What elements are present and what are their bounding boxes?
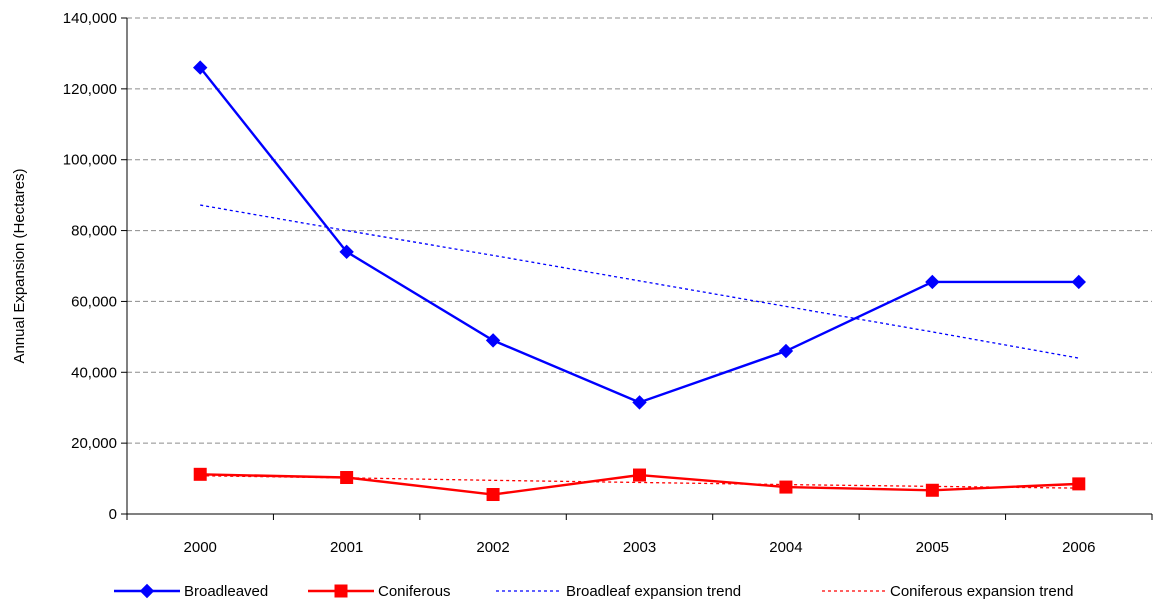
x-tick-label: 2006 — [1062, 539, 1095, 556]
data-point-square — [925, 483, 939, 497]
data-point-square — [193, 467, 207, 481]
y-tick-label: 140,000 — [63, 10, 117, 27]
data-point-diamond — [485, 333, 501, 348]
data-point-diamond — [339, 244, 354, 260]
legend-item: Coniferous expansion trend — [822, 583, 1073, 600]
y-tick-label: 100,000 — [63, 152, 117, 169]
data-point-diamond — [1071, 274, 1086, 290]
data-point-diamond — [139, 583, 155, 599]
legend-label: Broadleaved — [184, 583, 268, 600]
series-layer — [193, 60, 1086, 502]
series-broadleaf-expansion-trend — [200, 204, 1079, 359]
data-point-square — [779, 480, 793, 494]
x-tick-label: 2002 — [476, 539, 509, 556]
x-tick-label: 2001 — [330, 539, 363, 556]
legend-item: Coniferous — [308, 583, 451, 600]
data-point-square — [1072, 477, 1086, 491]
y-tick-label: 60,000 — [71, 293, 117, 310]
trend-line — [200, 204, 1079, 359]
data-point-square — [340, 471, 354, 485]
data-point-diamond — [925, 274, 940, 290]
series-broadleaved — [193, 60, 1086, 410]
series-coniferous — [193, 467, 1086, 502]
data-point-diamond — [778, 343, 794, 359]
legend-label: Coniferous expansion trend — [890, 583, 1073, 600]
data-point-square — [633, 468, 646, 482]
legend: Broadleaved Coniferous Broadleaf expansion… — [114, 583, 1073, 600]
y-tick-label: 120,000 — [63, 81, 117, 98]
grid-lines — [127, 17, 1152, 444]
y-tick-label: 40,000 — [71, 364, 117, 381]
data-point-square — [486, 488, 500, 502]
data-point-diamond — [193, 60, 208, 75]
y-tick-label: 20,000 — [71, 435, 117, 452]
legend-label: Coniferous — [378, 583, 451, 600]
y-tick-label: 80,000 — [71, 223, 117, 240]
y-tick-label: 0 — [109, 506, 117, 523]
data-point-diamond — [632, 395, 647, 410]
axes — [121, 17, 1153, 520]
x-tick-label: 2000 — [184, 539, 217, 556]
x-tick-label: 2004 — [769, 539, 802, 556]
x-tick-label: 2005 — [916, 539, 949, 556]
series-line — [199, 66, 1079, 404]
data-point-square — [334, 584, 348, 598]
y-axis-label: Annual Expansion (Hectares) — [11, 168, 28, 363]
legend-label: Broadleaf expansion trend — [566, 583, 741, 600]
x-tick-labels: 2000 2001 2002 2003 2004 2005 2006 — [184, 539, 1096, 556]
legend-item: Broadleaved — [114, 583, 268, 600]
y-tick-labels: 0 20,000 40,000 60,000 80,000 100,000 120,000 1… — [63, 10, 117, 523]
x-tick-label: 2003 — [623, 539, 656, 556]
legend-item: Broadleaf expansion trend — [496, 583, 741, 600]
